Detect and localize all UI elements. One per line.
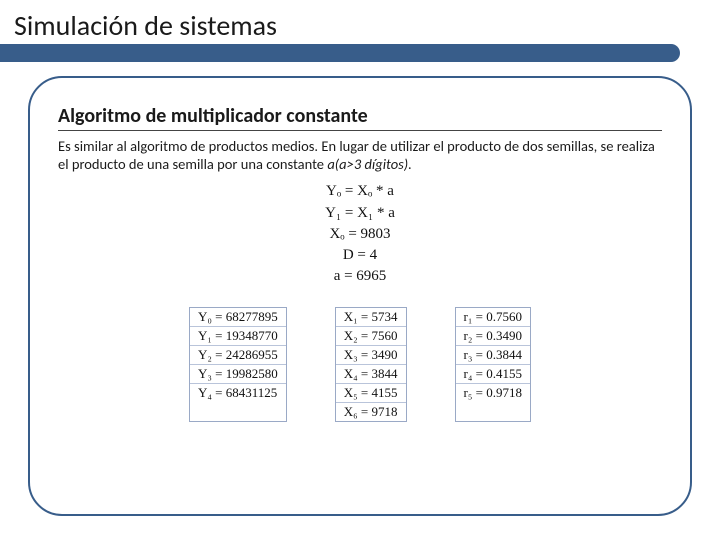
table-row: Y₀ = 68277895 [190, 308, 286, 327]
formula-line: Yₒ = Xₒ * a [58, 181, 662, 201]
table-row: Y₄ = 68431125 [190, 384, 286, 402]
table-row: r₅ = 0.9718 [456, 384, 530, 402]
y-table: Y₀ = 68277895 Y₁ = 19348770 Y₂ = 2428695… [189, 307, 287, 422]
r-table: r₁ = 0.7560 r₂ = 0.3490 r₃ = 0.3844 r₄ =… [455, 307, 531, 422]
table-row: r₃ = 0.3844 [456, 346, 530, 365]
section-description: Es similar al algoritmo de productos med… [58, 137, 662, 173]
formula-line: a = 6965 [58, 266, 662, 286]
header-accent-bar [0, 44, 680, 62]
table-row: X₄ = 3844 [336, 365, 406, 384]
table-row: Y₂ = 24286955 [190, 346, 286, 365]
table-row: Y₁ = 19348770 [190, 327, 286, 346]
table-row: X₆ = 9718 [336, 403, 406, 421]
formula-line: Y₁ = X₁ * a [58, 203, 662, 223]
slide-header: Simulación de sistemas [0, 0, 720, 62]
table-row: Y₃ = 19982580 [190, 365, 286, 384]
tables-row: Y₀ = 68277895 Y₁ = 19348770 Y₂ = 2428695… [58, 307, 662, 422]
formula-line: D = 4 [58, 245, 662, 265]
section-underline [58, 130, 662, 131]
table-row: r₁ = 0.7560 [456, 308, 530, 327]
table-row: X₁ = 5734 [336, 308, 406, 327]
desc-italic: a(a>3 dígitos). [327, 155, 412, 173]
slide-title: Simulación de sistemas [14, 8, 706, 43]
table-row: X₃ = 3490 [336, 346, 406, 365]
table-row: X₅ = 4155 [336, 384, 406, 403]
x-table: X₁ = 5734 X₂ = 7560 X₃ = 3490 X₄ = 3844 … [335, 307, 407, 422]
formula-block: Yₒ = Xₒ * a Y₁ = X₁ * a Xₒ = 9803 D = 4 … [58, 181, 662, 286]
table-row: X₂ = 7560 [336, 327, 406, 346]
table-row: r₄ = 0.4155 [456, 365, 530, 384]
content-frame: Algoritmo de multiplicador constante Es … [28, 76, 692, 516]
section-title: Algoritmo de multiplicador constante [58, 104, 662, 128]
table-row: r₂ = 0.3490 [456, 327, 530, 346]
formula-line: Xₒ = 9803 [58, 224, 662, 244]
